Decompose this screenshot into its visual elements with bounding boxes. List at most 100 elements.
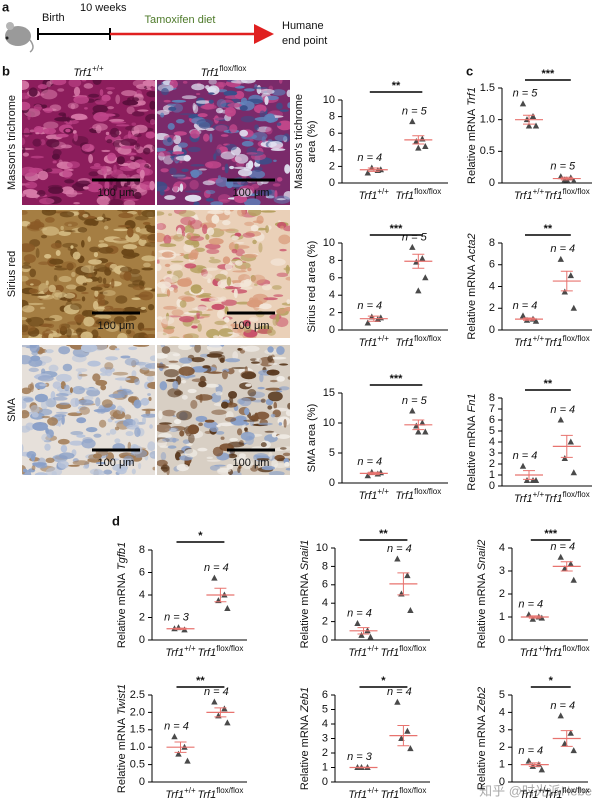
tissue-texture — [172, 151, 185, 155]
data-point — [404, 572, 411, 579]
tissue-texture — [209, 426, 219, 433]
tissue-texture — [65, 128, 71, 133]
tissue-texture — [22, 324, 29, 333]
tissue-texture — [27, 316, 44, 327]
tissue-texture — [178, 295, 193, 301]
tissue-texture — [114, 377, 131, 381]
y-tick-label: 8 — [139, 544, 145, 556]
tissue-texture — [228, 391, 238, 399]
tissue-texture — [59, 211, 75, 218]
tissue-texture — [58, 323, 68, 332]
tissue-texture — [109, 127, 120, 138]
y-label-part: Twist1 — [116, 684, 128, 715]
tissue-texture — [105, 356, 119, 361]
data-point — [561, 455, 568, 461]
tissue-texture — [229, 165, 235, 170]
tissue-texture — [114, 348, 120, 351]
tissue-texture — [28, 358, 43, 368]
tissue-texture — [161, 87, 169, 96]
y-tick-label: 0.5 — [480, 145, 495, 157]
tissue-texture — [267, 355, 274, 363]
tissue-texture — [285, 409, 290, 417]
tissue-texture — [224, 210, 231, 216]
tissue-texture — [22, 147, 35, 150]
tissue-texture — [89, 246, 100, 253]
tissue-texture — [140, 327, 155, 331]
tissue-texture — [81, 143, 95, 152]
panel-label: d — [112, 513, 120, 528]
tissue-texture — [26, 450, 37, 459]
y-tick-label: 4 — [489, 280, 495, 292]
significance-label: * — [381, 675, 386, 687]
tissue-texture — [96, 306, 105, 312]
tissue-texture — [43, 121, 59, 130]
tissue-texture — [144, 362, 155, 369]
tissue-texture — [251, 274, 266, 284]
tissue-texture — [75, 368, 88, 373]
tissue-texture — [181, 168, 189, 172]
data-point — [532, 477, 540, 483]
tissue-texture — [68, 80, 82, 88]
tissue-texture — [158, 410, 163, 420]
genotype: +/+ — [533, 187, 545, 196]
genotype-label: Trf1flox/flox — [544, 490, 590, 505]
scale-bar-label: 100 μm — [233, 457, 270, 469]
y-tick-label: 6 — [322, 579, 328, 591]
tissue-texture — [107, 91, 113, 95]
genotype: +/+ — [533, 490, 545, 499]
tissue-texture — [212, 335, 219, 338]
tissue-texture — [183, 333, 199, 338]
tissue-texture — [70, 430, 84, 436]
tissue-texture — [157, 316, 163, 320]
y-label-part: Tgfb1 — [116, 542, 128, 570]
tissue-texture — [43, 107, 53, 113]
tissue-texture — [248, 210, 262, 217]
tissue-texture — [276, 198, 286, 201]
genotype-label: Trf1+/+ — [165, 786, 196, 801]
tissue-texture — [104, 180, 110, 191]
gene: Trf1 — [348, 789, 367, 801]
tissue-texture — [82, 213, 89, 218]
tissue-texture — [195, 92, 201, 96]
n-label: n = 4 — [518, 745, 543, 757]
error-bar — [357, 766, 370, 769]
tissue-texture — [92, 373, 101, 382]
tissue-texture — [175, 119, 185, 124]
tissue-texture — [44, 443, 51, 451]
tissue-texture — [160, 168, 169, 173]
tissue-texture — [173, 233, 185, 242]
tissue-texture — [247, 267, 252, 272]
genotype: +/+ — [92, 64, 104, 73]
tissue-texture — [241, 459, 254, 470]
tissue-texture — [61, 261, 77, 270]
tissue-texture — [28, 288, 39, 294]
gene: Trf1 — [359, 190, 378, 202]
tissue-texture — [272, 183, 281, 187]
y-label-part: Relative mRNA — [466, 108, 478, 184]
tissue-texture — [190, 399, 198, 410]
tissue-texture — [194, 345, 201, 353]
tissue-texture — [120, 355, 131, 359]
n-label: n = 4 — [357, 456, 382, 468]
tissue-texture — [124, 414, 132, 421]
error-bar — [397, 724, 410, 747]
gene: Trf1 — [544, 789, 563, 801]
tissue-texture — [114, 426, 120, 431]
tissue-texture — [229, 437, 239, 442]
tissue-texture — [187, 388, 197, 394]
tissue-texture — [48, 284, 57, 293]
tissue-texture — [22, 80, 30, 91]
tissue-texture — [274, 463, 287, 469]
tissue-texture — [157, 293, 169, 298]
tissue-texture — [285, 264, 290, 275]
genotype: flox/flox — [414, 334, 441, 343]
tissue-texture — [285, 276, 290, 281]
tissue-texture — [258, 242, 263, 253]
error-bar — [560, 176, 573, 181]
tissue-texture — [222, 325, 229, 329]
tissue-texture — [266, 328, 276, 336]
tissue-texture — [287, 102, 290, 109]
tissue-texture — [100, 384, 107, 391]
tissue-texture — [55, 373, 72, 383]
tissue-texture — [224, 163, 229, 174]
